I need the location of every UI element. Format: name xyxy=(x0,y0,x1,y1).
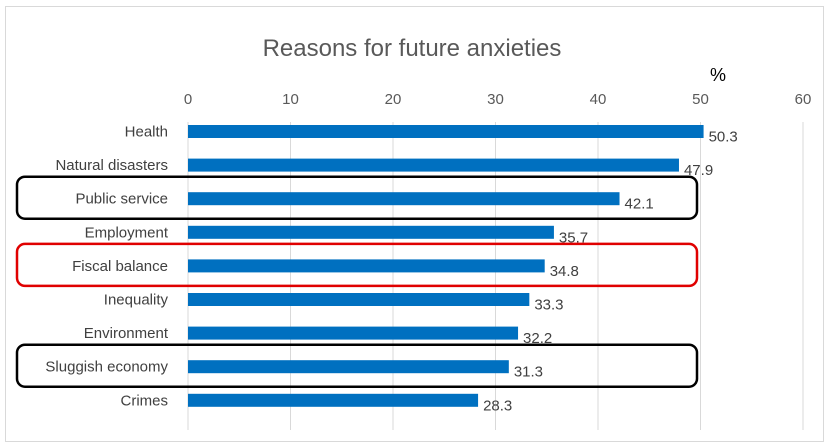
data-label: 50.3 xyxy=(709,129,738,146)
category-label: Employment xyxy=(85,224,169,241)
bar xyxy=(188,192,620,206)
highlight-box xyxy=(15,175,699,220)
data-label: 33.3 xyxy=(534,297,563,314)
bar xyxy=(188,125,704,138)
category-label: Inequality xyxy=(104,292,169,309)
x-tick-label: 40 xyxy=(590,91,607,108)
bar xyxy=(188,326,519,340)
category-label: Public service xyxy=(75,191,168,208)
category-label: Environment xyxy=(84,325,169,342)
bar xyxy=(188,225,554,239)
x-tick-label: 10 xyxy=(282,91,299,108)
x-axis-ticks: 0 10 20 30 40 50 60 xyxy=(184,91,812,108)
category-label: Health xyxy=(125,124,168,141)
x-tick-label: 50 xyxy=(692,91,709,108)
highlight-box xyxy=(15,242,699,288)
category-labels: Health Natural disasters Public service Emp… xyxy=(45,124,168,410)
bar xyxy=(188,293,530,306)
highlight-box xyxy=(15,343,699,388)
chart-title: Reasons for future anxieties xyxy=(263,35,562,62)
bar xyxy=(188,158,679,172)
data-label: 32.2 xyxy=(523,330,552,347)
x-tick-label: 0 xyxy=(184,91,192,108)
unit-label: % xyxy=(710,65,726,85)
data-label: 47.9 xyxy=(684,162,713,179)
value-labels: 50.3 47.9 42.1 35.7 34.8 33.3 32.2 31.328.3 xyxy=(483,129,738,415)
category-label: Fiscal balance xyxy=(72,258,168,275)
data-label: 42.1 xyxy=(625,196,654,213)
category-label: Natural disasters xyxy=(55,157,168,174)
category-label: Sluggish economy xyxy=(45,359,168,376)
bars xyxy=(188,125,704,407)
data-label: 35.7 xyxy=(559,229,588,246)
category-label: Crimes xyxy=(121,392,169,409)
x-tick-label: 20 xyxy=(385,91,402,108)
highlight-boxes xyxy=(15,175,699,388)
x-tick-label: 60 xyxy=(795,91,812,108)
bar xyxy=(188,360,509,374)
data-label: 31.3 xyxy=(514,364,543,381)
bar xyxy=(188,259,545,273)
data-label: 34.8 xyxy=(550,263,579,280)
x-tick-label: 30 xyxy=(487,91,504,108)
gridlines xyxy=(187,122,804,430)
bar xyxy=(188,393,479,407)
data-label: 28.3 xyxy=(483,397,512,414)
